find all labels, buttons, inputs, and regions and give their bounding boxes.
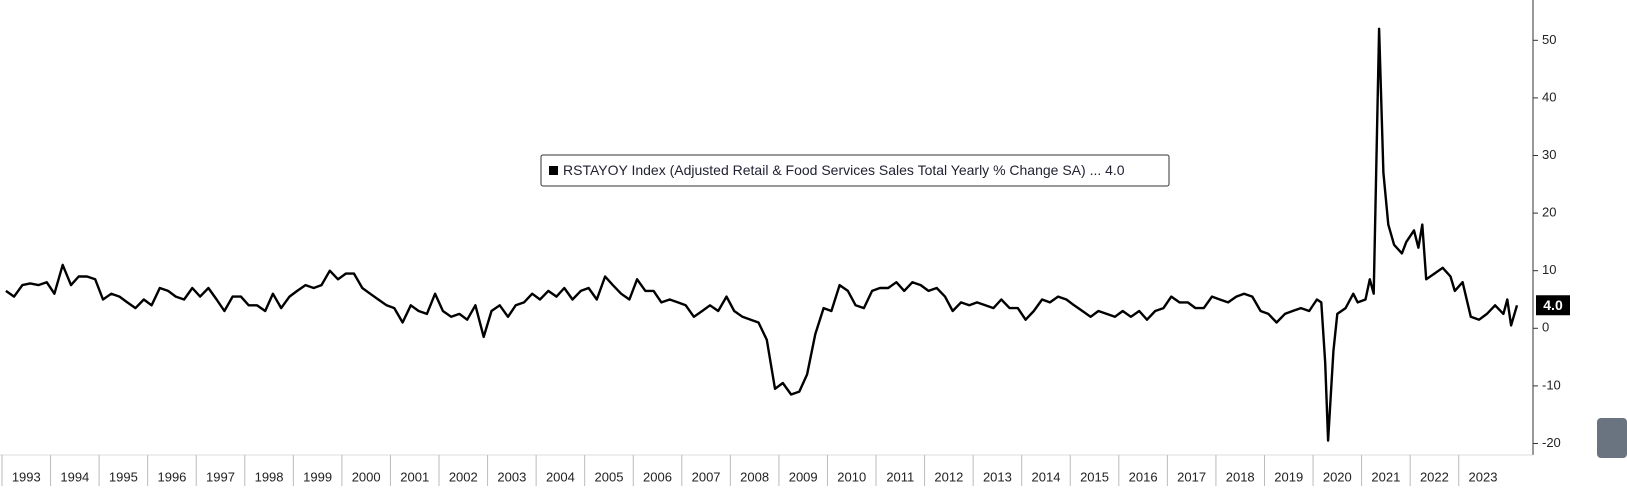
x-tick-label: 2020 bbox=[1323, 469, 1352, 484]
x-tick-label: 1999 bbox=[303, 469, 332, 484]
x-tick-label: 2004 bbox=[546, 469, 575, 484]
x-tick-label: 2006 bbox=[643, 469, 672, 484]
x-tick-label: 2011 bbox=[886, 469, 914, 484]
x-tick-label: 2016 bbox=[1129, 469, 1158, 484]
x-tick-label: 2014 bbox=[1032, 469, 1061, 484]
x-tick-label: 2003 bbox=[497, 469, 526, 484]
last-value-label: 4.0 bbox=[1543, 297, 1563, 313]
x-tick-label: 2010 bbox=[837, 469, 866, 484]
x-tick-label: 2009 bbox=[789, 469, 818, 484]
x-tick-label: 1993 bbox=[12, 469, 41, 484]
series-line bbox=[5, 27, 1519, 442]
x-tick-label: 2013 bbox=[983, 469, 1012, 484]
x-tick-label: 2008 bbox=[740, 469, 769, 484]
y-tick-label: 30 bbox=[1542, 147, 1556, 162]
y-tick-label: 10 bbox=[1542, 262, 1556, 277]
x-tick-label: 2005 bbox=[595, 469, 624, 484]
x-tick-label: 1994 bbox=[60, 469, 89, 484]
last-value-box bbox=[1536, 295, 1570, 316]
x-tick-label: 2000 bbox=[352, 469, 381, 484]
x-tick-label: 2012 bbox=[934, 469, 963, 484]
x-tick-label: 2002 bbox=[449, 469, 478, 484]
y-tick-label: 40 bbox=[1542, 89, 1556, 104]
x-tick-label: 1996 bbox=[157, 469, 186, 484]
x-tick-label: 1997 bbox=[206, 469, 235, 484]
y-tick-label: 50 bbox=[1542, 32, 1556, 47]
legend-series-name: RSTAYOY Index (Adjusted Retail & Food Se… bbox=[563, 162, 1101, 178]
x-tick-label: 2018 bbox=[1226, 469, 1255, 484]
x-tick-label: 2001 bbox=[400, 469, 429, 484]
y-tick-label: 20 bbox=[1542, 205, 1556, 220]
x-tick-label: 2021 bbox=[1371, 469, 1400, 484]
x-tick-label: 2017 bbox=[1177, 469, 1206, 484]
y-tick-label: 0 bbox=[1542, 320, 1549, 335]
x-tick-label: 1995 bbox=[109, 469, 138, 484]
x-tick-label: 2015 bbox=[1080, 469, 1109, 484]
corner-icon bbox=[1597, 418, 1627, 458]
legend-label: RSTAYOY Index (Adjusted Retail & Food Se… bbox=[563, 162, 1125, 178]
y-tick-label: -10 bbox=[1542, 377, 1561, 392]
legend-swatch bbox=[549, 166, 558, 175]
legend-box bbox=[540, 154, 1170, 187]
y-tick-label: -20 bbox=[1542, 435, 1561, 450]
x-tick-label: 2007 bbox=[692, 469, 721, 484]
x-tick-label: 2019 bbox=[1274, 469, 1303, 484]
x-tick-label: 2022 bbox=[1420, 469, 1449, 484]
x-tick-label: 1998 bbox=[255, 469, 284, 484]
x-tick-label: 2023 bbox=[1469, 469, 1498, 484]
legend-last-value: 4.0 bbox=[1105, 162, 1125, 178]
